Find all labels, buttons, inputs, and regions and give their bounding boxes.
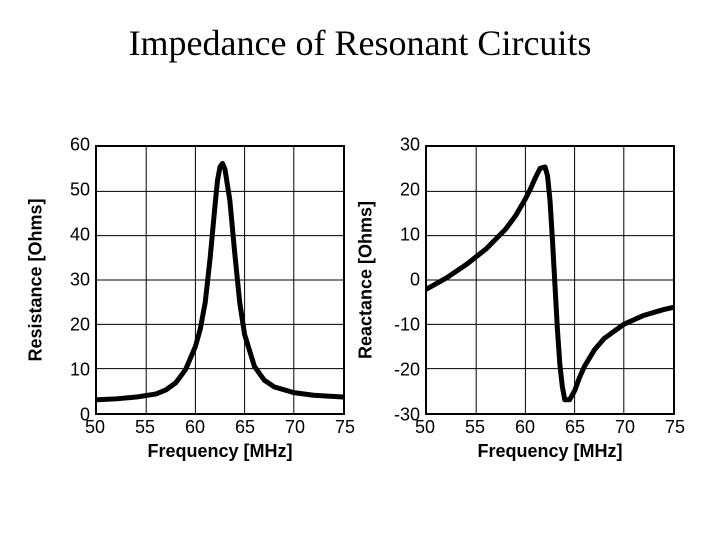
y-tick: 40 bbox=[40, 225, 90, 246]
y-tick: 30 bbox=[374, 135, 420, 156]
grid bbox=[97, 147, 343, 413]
y-tick: 30 bbox=[40, 270, 90, 291]
x-tick: 70 bbox=[615, 417, 635, 438]
x-tick: 75 bbox=[335, 417, 355, 438]
x-tick: 55 bbox=[465, 417, 485, 438]
reactance-chart: Reactance [Ohms] Frequency [MHz] -30-20-… bbox=[370, 145, 680, 475]
y-tick: -10 bbox=[374, 315, 420, 336]
y-tick: 50 bbox=[40, 180, 90, 201]
plot-area bbox=[425, 145, 675, 415]
x-tick: 50 bbox=[415, 417, 435, 438]
y-tick: 0 bbox=[374, 270, 420, 291]
y-tick: 10 bbox=[40, 360, 90, 381]
y-tick: 60 bbox=[40, 135, 90, 156]
x-axis-label: Frequency [MHz] bbox=[477, 441, 622, 462]
x-tick: 55 bbox=[135, 417, 155, 438]
y-tick: -30 bbox=[374, 405, 420, 426]
x-tick: 75 bbox=[665, 417, 685, 438]
y-tick: 20 bbox=[374, 180, 420, 201]
x-tick: 65 bbox=[235, 417, 255, 438]
x-tick: 50 bbox=[85, 417, 105, 438]
resistance-chart: Resistance [Ohms] Frequency [MHz] 010203… bbox=[40, 145, 350, 475]
x-tick: 65 bbox=[565, 417, 585, 438]
x-axis-label: Frequency [MHz] bbox=[147, 441, 292, 462]
plot-svg bbox=[97, 147, 343, 413]
y-tick: -20 bbox=[374, 360, 420, 381]
charts-row: Resistance [Ohms] Frequency [MHz] 010203… bbox=[40, 145, 680, 475]
x-tick: 60 bbox=[515, 417, 535, 438]
resistance-curve bbox=[97, 163, 343, 399]
y-tick: 20 bbox=[40, 315, 90, 336]
slide: Impedance of Resonant Circuits Resistanc… bbox=[0, 0, 720, 540]
plot-svg bbox=[427, 147, 673, 413]
x-tick: 60 bbox=[185, 417, 205, 438]
page-title: Impedance of Resonant Circuits bbox=[0, 22, 720, 64]
x-tick: 70 bbox=[285, 417, 305, 438]
y-tick: 0 bbox=[40, 405, 90, 426]
y-tick: 10 bbox=[374, 225, 420, 246]
plot-area bbox=[95, 145, 345, 415]
reactance-curve bbox=[427, 167, 673, 400]
